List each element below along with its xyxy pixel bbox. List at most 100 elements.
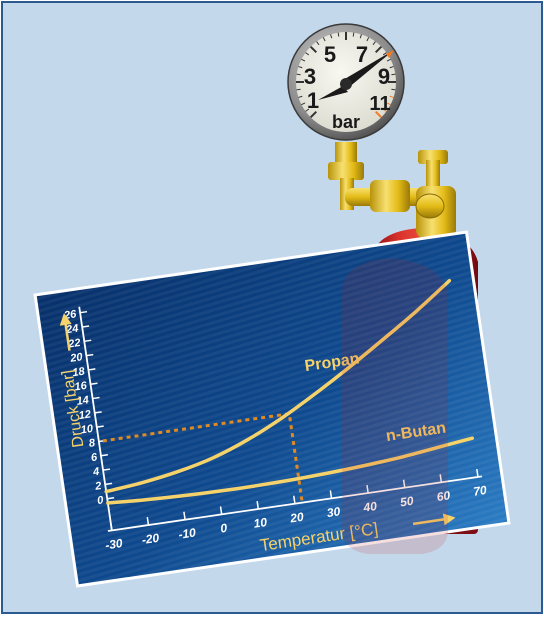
gauge-stem (335, 142, 357, 164)
gauge-tick (301, 58, 306, 62)
y-tick-mark (92, 396, 100, 400)
gauge-needle (343, 50, 394, 88)
y-tick-mark (102, 468, 111, 471)
gauge-tick (301, 102, 306, 106)
y-tick-label: 18 (72, 365, 87, 379)
gauge-tick (389, 95, 394, 98)
y-tick-mark (107, 496, 115, 500)
x-axis-arrow-head (442, 513, 456, 526)
x-tick-mark (402, 479, 406, 488)
gauge-tick (391, 88, 396, 91)
cylinder-ghost (342, 258, 448, 554)
x-tick-mark (146, 517, 150, 526)
y-tick-mark (90, 382, 98, 385)
x-tick-label: -30 (104, 536, 124, 552)
annotation-guide (102, 412, 304, 503)
gauge-tick (337, 32, 340, 37)
gauge-tick (298, 66, 303, 69)
pressure-gauge: 1 3 5 7 9 11 bar (287, 23, 405, 141)
connector-nut (370, 180, 410, 212)
y-tick-mark (82, 325, 90, 328)
x-tick-mark (329, 490, 333, 499)
y-tick-mark (96, 425, 104, 428)
gauge-nut (328, 162, 364, 180)
gauge-tick (309, 110, 318, 119)
gauge-tick (359, 34, 362, 39)
x-tick-mark (476, 468, 479, 478)
gauge-tick (389, 66, 394, 69)
x-tick-label: 20 (288, 510, 305, 526)
x-ticks: -30 -20 -10 0 10 20 30 40 50 60 70 (104, 468, 488, 552)
gauge-needle-hub (340, 78, 352, 90)
gauge-tick (372, 41, 376, 46)
x-tick-mark (439, 474, 443, 483)
y-tick-mark (79, 310, 88, 314)
x-tick-mark (183, 511, 186, 520)
gauge-tick (296, 73, 301, 76)
gauge-tick (296, 88, 301, 91)
x-tick-mark (366, 484, 369, 494)
x-tick-mark (219, 506, 223, 515)
x-tick-label: 0 (219, 521, 228, 536)
gauge-tick (374, 45, 383, 54)
gauge-tick (366, 37, 370, 42)
gauge-ticks (296, 32, 396, 119)
gauge-unit-label: bar (332, 112, 360, 132)
series-line-n-butan (106, 436, 475, 505)
x-tick-label: -10 (178, 525, 198, 541)
gauge-tick (386, 58, 391, 62)
y-axis-arrow-shaft (64, 322, 71, 351)
y-tick-label: 12 (78, 408, 92, 422)
gauge-tick (352, 32, 355, 37)
gauge-tick (382, 52, 387, 56)
x-axis-arrow-shaft (412, 517, 446, 526)
gauge-tick (386, 102, 391, 106)
series (104, 278, 475, 505)
valve-stem (426, 160, 440, 190)
series-line-propan (104, 278, 452, 494)
y-tick-label: 0 (96, 494, 105, 507)
y-axis-arrow-head (59, 313, 72, 326)
y-tick-label: 14 (76, 394, 90, 408)
y-tick-mark (94, 411, 102, 414)
y-tick-mark (88, 368, 96, 371)
gauge-number-5: 5 (324, 42, 336, 67)
gauge-needle-tip (386, 50, 394, 58)
gauge-tick (391, 73, 396, 76)
gauge-number-9: 9 (378, 64, 390, 89)
gauge-tick (305, 52, 310, 56)
y-tick-label: 20 (69, 351, 85, 365)
gauge-tick (305, 108, 310, 112)
x-tick-mark (293, 495, 296, 504)
y-tick-label: 2 (93, 480, 102, 493)
gauge-tick (316, 41, 320, 46)
y-tick-mark (105, 482, 113, 486)
y-tick-label: 8 (88, 437, 97, 450)
y-tick-mark (84, 339, 92, 343)
x-tick-mark (256, 501, 260, 510)
y-tick-label: 4 (91, 466, 100, 479)
gauge-number-3: 3 (304, 64, 316, 89)
y-tick-mark (100, 454, 108, 457)
gauge-tick (330, 34, 333, 39)
x-tick-label: -20 (141, 531, 161, 547)
gauge-number-11: 11 (369, 93, 390, 115)
gauge-tick (382, 108, 387, 112)
y-tick-mark (86, 353, 94, 357)
x-tick-label: 50 (399, 494, 415, 510)
guide-lines (102, 412, 304, 503)
x-tick-mark (109, 522, 113, 531)
gauge-number-7: 7 (356, 42, 368, 67)
gauge-number-1: 1 (307, 88, 319, 113)
y-tick-label: 10 (80, 423, 95, 437)
gauge-tick (309, 45, 318, 54)
x-tick-label: 40 (362, 499, 379, 515)
gauge-needle-tail (318, 86, 348, 100)
valve-handle (418, 150, 448, 164)
x-tick-label: 30 (326, 504, 342, 520)
gauge-numbers: 1 3 5 7 9 11 (304, 42, 391, 115)
